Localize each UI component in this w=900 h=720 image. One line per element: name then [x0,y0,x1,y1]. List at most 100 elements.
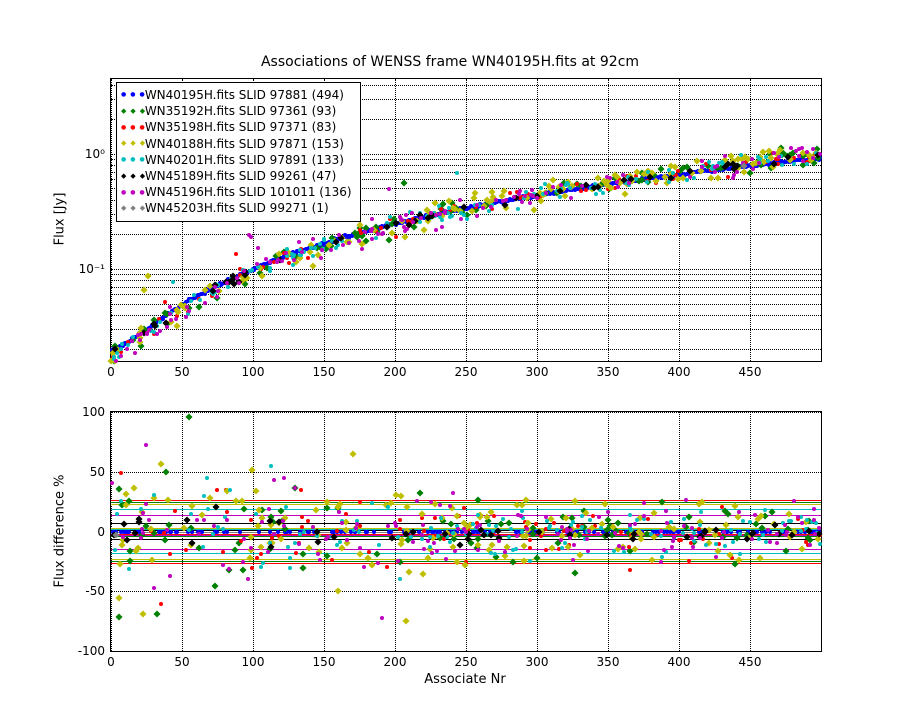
data-point [272,532,276,536]
data-point [370,237,374,241]
data-point [426,539,430,543]
data-point [135,519,142,526]
data-point [756,155,760,159]
legend-entry: ●●● WN40201H.fits SLID 97891 (133) [121,152,352,168]
data-point [684,498,688,502]
xtick: 150 [313,365,336,379]
data-point [751,167,755,171]
data-point [326,535,330,539]
data-point [572,543,576,547]
data-point [398,577,402,581]
data-point [444,557,448,561]
data-point [281,519,285,523]
data-point [416,489,423,496]
diff-ylabel: Flux difference % [53,474,68,587]
data-point [763,508,767,512]
data-point [757,161,761,165]
data-point [362,565,366,569]
data-point [805,150,809,154]
data-point [568,536,572,540]
ytick: 0 [97,525,105,539]
data-point [539,186,543,190]
data-point [354,526,358,530]
data-point [606,510,610,514]
data-point [677,538,681,542]
data-point [811,156,815,160]
data-point [811,147,815,151]
data-point [530,188,534,192]
data-point [506,519,513,526]
data-point [571,558,575,562]
data-point [344,512,348,516]
data-point [797,154,801,158]
data-point [169,318,173,322]
data-point [162,469,169,476]
xtick: 200 [384,655,407,669]
data-point [800,521,804,525]
data-point [221,527,225,531]
legend-entry: ◆◆◆ WN45189H.fits SLID 99261 (47) [121,168,352,184]
data-point [792,162,796,166]
data-point [398,518,402,522]
data-point [189,299,193,303]
data-point [119,354,123,358]
data-point [297,240,301,244]
data-point [286,545,290,549]
data-point [184,548,188,552]
data-point [723,544,727,548]
data-point [443,209,447,213]
data-point [494,198,498,202]
data-point [579,189,583,193]
data-point [475,525,479,529]
data-point [387,187,391,191]
data-point [535,196,539,200]
data-point [481,206,485,210]
data-point [507,535,511,539]
data-point [512,195,516,199]
data-point [741,519,745,523]
data-point [435,549,439,553]
data-point [739,153,743,157]
data-point [400,179,407,186]
data-point [519,514,523,518]
data-point [300,550,307,557]
data-point [792,499,796,503]
data-point [698,523,702,527]
data-point [266,550,270,554]
data-point [335,529,339,533]
data-point [329,248,333,252]
data-point [528,546,532,550]
data-point [144,443,148,447]
data-point [690,536,694,540]
data-point [599,526,603,530]
data-point [497,539,501,543]
data-point [242,537,246,541]
data-point [376,561,380,565]
data-point [300,565,307,572]
data-point [432,541,436,545]
data-point [516,207,520,211]
data-point [699,510,703,514]
data-point [225,518,229,522]
xtick: 100 [242,365,265,379]
data-point [113,548,117,552]
data-point [259,565,263,569]
data-point [168,305,172,309]
data-point [225,281,229,285]
data-point [227,567,231,571]
data-point [690,526,694,530]
data-point [646,517,650,521]
data-point [419,571,426,578]
data-point [398,527,402,531]
data-point [671,539,675,543]
data-point [725,510,732,517]
data-point [114,359,118,363]
data-point [380,232,384,236]
data-point [249,546,253,550]
data-point [404,213,408,217]
data-point [783,523,787,527]
data-point [311,254,315,258]
data-point [358,500,362,504]
data-point [225,530,229,534]
data-point [812,507,816,511]
